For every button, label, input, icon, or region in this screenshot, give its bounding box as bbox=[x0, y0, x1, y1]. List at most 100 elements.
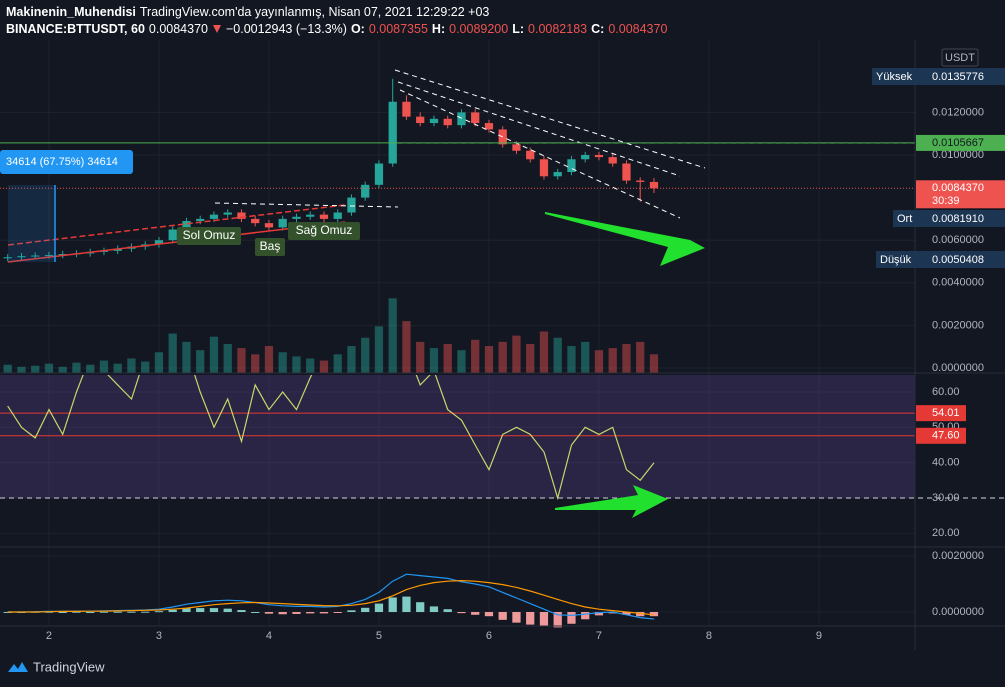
volume-bar bbox=[72, 362, 81, 373]
rsi-band bbox=[0, 375, 915, 498]
volume-bar bbox=[58, 366, 67, 373]
volume-bar bbox=[154, 352, 164, 373]
l-label: L: bbox=[512, 22, 525, 36]
annotation: Baş bbox=[260, 239, 281, 253]
macd-histogram-bar bbox=[251, 612, 260, 614]
volume-bar bbox=[347, 346, 356, 373]
macd-histogram-bar bbox=[498, 612, 507, 620]
volume-bar bbox=[649, 354, 659, 373]
candle-body bbox=[113, 248, 122, 251]
candle-body bbox=[594, 154, 604, 158]
x-tick-label: 9 bbox=[816, 630, 822, 642]
volume-bar bbox=[429, 348, 439, 373]
stat-value: 0.0050408 bbox=[932, 254, 984, 266]
candle-body bbox=[457, 112, 466, 126]
y-tick-label: 30.00 bbox=[932, 492, 960, 504]
x-tick-label: 8 bbox=[706, 630, 712, 642]
macd-histogram-bar bbox=[154, 611, 164, 613]
channel-line bbox=[394, 69, 706, 169]
macd-histogram-bar bbox=[72, 611, 81, 613]
volume-bar bbox=[567, 346, 576, 373]
macd-histogram-bar bbox=[278, 612, 287, 615]
measure-box bbox=[0, 150, 133, 174]
volume-bar bbox=[182, 341, 191, 373]
macd-histogram-bar bbox=[457, 612, 466, 614]
y-tick-label: 0.0100000 bbox=[932, 149, 984, 161]
macd-histogram-bar bbox=[471, 612, 480, 615]
candle-body bbox=[622, 163, 631, 181]
y-tick-label: 20.00 bbox=[932, 527, 960, 539]
volume-bar bbox=[237, 348, 246, 373]
candle-body bbox=[237, 212, 246, 219]
volume-bar bbox=[168, 333, 177, 373]
candle-body bbox=[526, 150, 535, 160]
candle-body bbox=[347, 197, 356, 213]
stat-label: Yüksek bbox=[876, 71, 913, 83]
candle-body bbox=[264, 223, 274, 228]
macd-histogram-bar bbox=[86, 612, 95, 614]
annotation-box bbox=[255, 238, 285, 256]
volume-bar bbox=[251, 354, 260, 373]
macd-histogram-bar bbox=[416, 602, 425, 613]
grid bbox=[0, 40, 915, 626]
volume-bar bbox=[141, 361, 150, 373]
rsi-level-box bbox=[916, 427, 966, 444]
macd-histogram-bar bbox=[594, 612, 604, 616]
stat-value: 0.0135776 bbox=[932, 71, 984, 83]
volume-bar bbox=[264, 346, 274, 373]
stat-label: Ort bbox=[897, 213, 912, 225]
volume-bar bbox=[512, 335, 521, 373]
macd-histogram-bar bbox=[333, 612, 342, 614]
last-price: 0.0084370 bbox=[932, 182, 984, 194]
countdown: 30:39 bbox=[932, 195, 960, 207]
h-label: H: bbox=[431, 22, 446, 36]
x-tick-label: 7 bbox=[596, 630, 602, 642]
volume-bar bbox=[209, 336, 219, 373]
macd-histogram-bar bbox=[223, 608, 232, 613]
stat-value: 0.0081910 bbox=[932, 213, 984, 225]
annotation-box bbox=[177, 227, 241, 245]
volume-bar bbox=[333, 354, 342, 373]
c-label: C: bbox=[591, 22, 605, 36]
annotation: Sağ Omuz bbox=[296, 223, 353, 237]
volume-bar bbox=[553, 337, 562, 373]
candle-body bbox=[154, 240, 164, 245]
macd-histogram-bar bbox=[141, 611, 150, 613]
macd-histogram-bar bbox=[539, 612, 549, 627]
macd-histogram-bar bbox=[526, 612, 535, 625]
candle-body bbox=[44, 255, 54, 257]
candle-body bbox=[333, 212, 342, 219]
candle-body bbox=[319, 214, 329, 219]
candle-body bbox=[31, 255, 40, 257]
x-tick-label: 3 bbox=[156, 630, 162, 642]
candle-body bbox=[17, 256, 26, 258]
volume-bar bbox=[498, 341, 507, 373]
candle-body bbox=[484, 123, 494, 130]
volume-bar bbox=[319, 360, 329, 373]
volume-bar bbox=[443, 343, 452, 373]
x-tick-label: 2 bbox=[46, 630, 52, 642]
candle-body bbox=[553, 172, 562, 177]
candle-body bbox=[99, 250, 109, 252]
macd-histogram-bar bbox=[402, 596, 411, 613]
macd-histogram-bar bbox=[567, 612, 576, 624]
volume-bar bbox=[44, 363, 54, 373]
macd-histogram-bar bbox=[209, 608, 219, 613]
y-tick-label: 0.0020000 bbox=[932, 319, 984, 331]
rsi-level-label: 47.60 bbox=[932, 430, 960, 442]
channel-line bbox=[397, 81, 681, 177]
o-value: 0.0087355 bbox=[368, 22, 428, 36]
candle-body bbox=[416, 116, 425, 124]
volume-bar bbox=[594, 350, 604, 373]
volume-bar bbox=[388, 298, 397, 373]
volume-bar bbox=[278, 352, 287, 373]
macd-histogram-bar bbox=[182, 608, 191, 613]
macd-histogram-bar bbox=[237, 610, 246, 613]
axis-labels: 2 3 4 5 6 7 8 9 0.0120000 0.0100000 0.0060000 0.004… bbox=[46, 106, 1005, 642]
volume-bar bbox=[86, 364, 95, 373]
candle-body bbox=[567, 159, 576, 173]
stat-box bbox=[893, 210, 1005, 227]
macd-histogram-bar bbox=[347, 610, 356, 613]
